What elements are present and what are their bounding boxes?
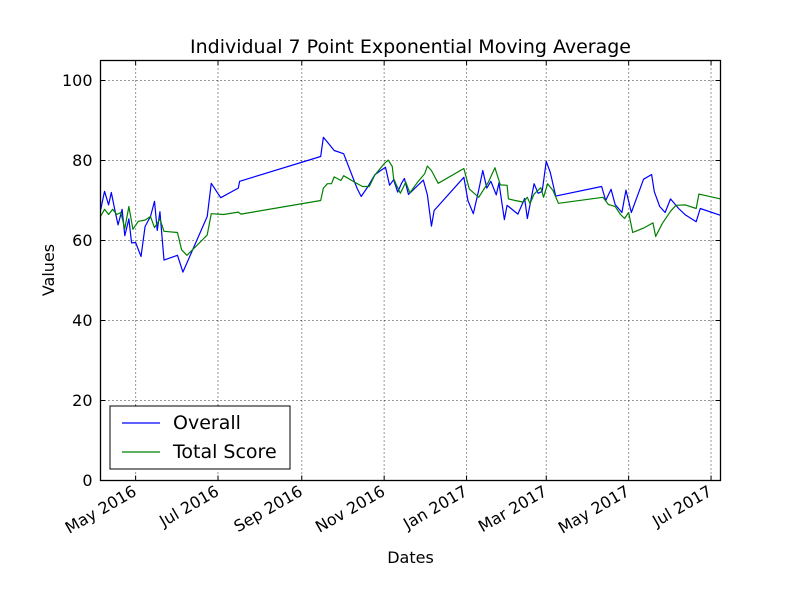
y-tick-label: 60 xyxy=(72,231,92,250)
y-tick-label: 100 xyxy=(62,71,93,90)
plot-frame xyxy=(99,59,722,482)
legend-box xyxy=(109,405,291,470)
chart-title: Individual 7 Point Exponential Moving Av… xyxy=(190,36,631,58)
y-tick-label: 80 xyxy=(72,151,92,170)
y-axis-tick-labels: 0 20 40 60 80 100 xyxy=(62,71,93,490)
axis-ticks xyxy=(100,60,721,481)
legend-label-total-score: Total Score xyxy=(172,441,277,463)
legend-label-overall: Overall xyxy=(173,412,241,434)
series-lines xyxy=(99,136,721,273)
y-tick-label: 40 xyxy=(72,311,92,330)
y-tick-label: 20 xyxy=(72,391,92,410)
y-axis-label: Values xyxy=(39,244,58,296)
series-line-overall xyxy=(99,136,721,273)
x-axis-label: Dates xyxy=(387,548,434,567)
y-tick-label: 0 xyxy=(82,471,92,490)
series-line-total-score xyxy=(99,159,721,256)
legend: Overall Total Score xyxy=(109,405,291,470)
